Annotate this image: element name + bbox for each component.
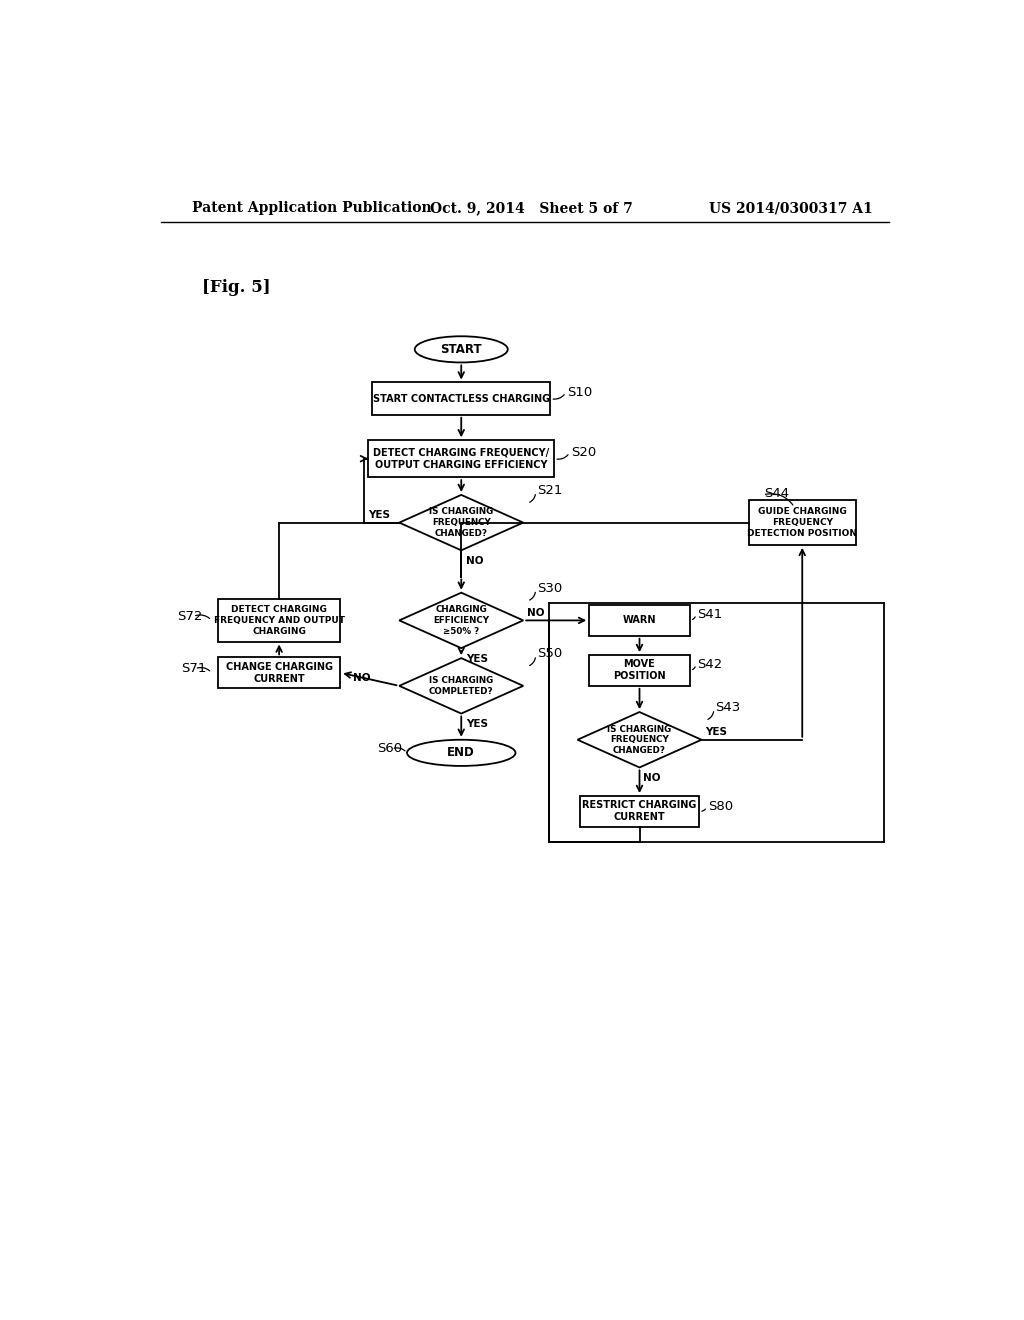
Text: YES: YES xyxy=(369,510,390,520)
Bar xyxy=(580,796,699,826)
Bar xyxy=(589,605,690,636)
Text: S21: S21 xyxy=(538,483,562,496)
Bar xyxy=(369,441,554,478)
Text: MOVE
POSITION: MOVE POSITION xyxy=(613,660,666,681)
Bar xyxy=(372,383,550,414)
Text: Patent Application Publication: Patent Application Publication xyxy=(193,202,432,215)
Bar xyxy=(218,599,340,642)
Text: END: END xyxy=(447,746,475,759)
Text: IS CHARGING
FREQUENCY
CHANGED?: IS CHARGING FREQUENCY CHANGED? xyxy=(607,725,672,755)
Text: START CONTACTLESS CHARGING: START CONTACTLESS CHARGING xyxy=(373,393,550,404)
Text: S20: S20 xyxy=(571,446,597,459)
Text: US 2014/0300317 A1: US 2014/0300317 A1 xyxy=(710,202,873,215)
Text: YES: YES xyxy=(466,719,487,730)
Bar xyxy=(589,655,690,686)
Text: CHARGING
EFFICIENCY
≥50% ?: CHARGING EFFICIENCY ≥50% ? xyxy=(433,605,489,636)
Text: DETECT CHARGING FREQUENCY/
OUTPUT CHARGING EFFICIENCY: DETECT CHARGING FREQUENCY/ OUTPUT CHARGI… xyxy=(373,447,549,470)
Text: Oct. 9, 2014   Sheet 5 of 7: Oct. 9, 2014 Sheet 5 of 7 xyxy=(430,202,633,215)
Text: S71: S71 xyxy=(180,663,206,676)
Text: CHANGE CHARGING
CURRENT: CHANGE CHARGING CURRENT xyxy=(225,661,333,684)
Text: NO: NO xyxy=(643,774,660,783)
Text: S80: S80 xyxy=(709,800,733,813)
Text: [Fig. 5]: [Fig. 5] xyxy=(202,280,270,296)
Text: S30: S30 xyxy=(538,582,562,594)
Bar xyxy=(749,500,856,545)
Text: S41: S41 xyxy=(697,607,723,620)
Bar xyxy=(218,657,340,688)
Text: START: START xyxy=(440,343,482,356)
Text: S10: S10 xyxy=(567,385,593,399)
Text: IS CHARGING
FREQUENCY
CHANGED?: IS CHARGING FREQUENCY CHANGED? xyxy=(429,507,494,537)
Text: S43: S43 xyxy=(716,701,740,714)
Text: YES: YES xyxy=(466,653,487,664)
Text: S72: S72 xyxy=(177,610,203,623)
Text: YES: YES xyxy=(706,727,727,737)
Text: S42: S42 xyxy=(697,657,723,671)
Text: S60: S60 xyxy=(378,742,402,755)
Text: IS CHARGING
COMPLETED?: IS CHARGING COMPLETED? xyxy=(429,676,494,696)
Text: WARN: WARN xyxy=(623,615,656,626)
Text: NO: NO xyxy=(466,556,483,566)
Text: DETECT CHARGING
FREQUENCY AND OUTPUT
CHARGING: DETECT CHARGING FREQUENCY AND OUTPUT CHA… xyxy=(214,605,345,636)
Text: S44: S44 xyxy=(764,487,790,500)
Text: NO: NO xyxy=(527,607,545,618)
Text: NO: NO xyxy=(352,673,371,684)
Text: S50: S50 xyxy=(538,647,562,660)
Text: RESTRICT CHARGING
CURRENT: RESTRICT CHARGING CURRENT xyxy=(583,800,696,822)
Text: GUIDE CHARGING
FREQUENCY
DETECTION POSITION: GUIDE CHARGING FREQUENCY DETECTION POSIT… xyxy=(748,507,857,537)
